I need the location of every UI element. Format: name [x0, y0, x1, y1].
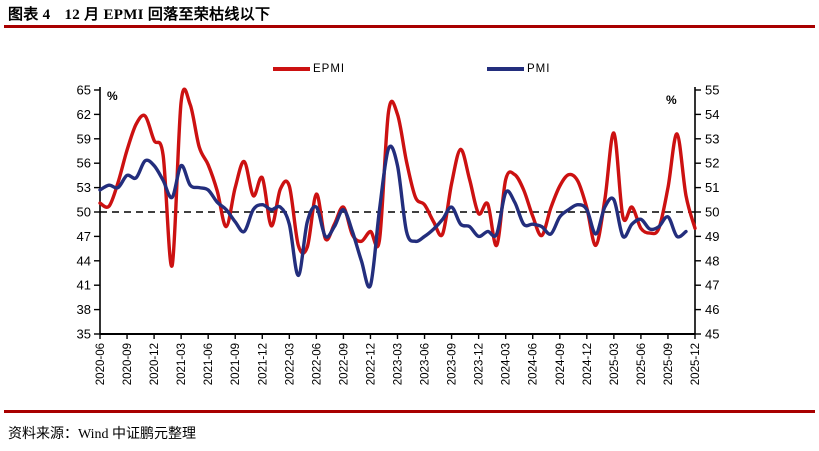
legend-item-epmi: EPMI [273, 63, 345, 75]
top-divider-rule [4, 25, 815, 28]
x-axis-tick-label: 2020-06 [95, 343, 107, 385]
x-axis-tick-label: 2022-06 [311, 343, 323, 385]
epmi-line-series [98, 87, 697, 268]
x-axis-tick-label: 2023-06 [420, 343, 432, 385]
legend-label-pmi: PMI [527, 63, 551, 75]
x-axis-tick-label: 2021-09 [230, 343, 242, 385]
x-axis-tick-label: 2021-06 [203, 343, 215, 385]
x-axis-tick-label: 2022-12 [365, 343, 377, 385]
x-axis-tick-label: 2022-03 [284, 343, 296, 385]
pmi-line-series [98, 144, 688, 289]
right-axis-tick-label: 53 [705, 131, 719, 146]
x-axis-tick-label: 2024-06 [528, 343, 540, 385]
legend-item-pmi: PMI [487, 63, 550, 75]
left-axis-tick-label: 59 [77, 131, 91, 146]
left-axis-tick-label: 65 [77, 83, 91, 98]
right-axis-tick-label: 47 [705, 278, 719, 293]
chart-title-text: 12 月 EPMI 回落至荣枯线以下 [64, 7, 271, 23]
right-axis-tick-label: 55 [705, 83, 719, 98]
epmi-line-swatch-icon [273, 67, 310, 71]
x-axis-tick-label: 2020-12 [149, 343, 161, 385]
right-axis-tick-label: 51 [705, 180, 719, 195]
x-axis-tick-label: 2025-09 [663, 343, 675, 385]
right-axis-tick-label: 48 [705, 253, 719, 268]
x-axis-tick-label: 2025-12 [690, 343, 702, 385]
x-axis-tick-label: 2020-09 [122, 343, 134, 385]
left-axis-tick-label: 47 [77, 229, 91, 244]
x-axis-tick-label: 2022-09 [338, 343, 350, 385]
x-axis-tick-label: 2025-03 [609, 343, 621, 385]
left-axis-tick-label: 44 [77, 253, 91, 268]
left-axis-tick-label: 41 [77, 278, 91, 293]
pmi-line-swatch-icon [487, 67, 524, 71]
right-axis-unit-label: % [666, 93, 677, 107]
chart-number-label: 图表 4 [8, 7, 51, 23]
left-axis-tick-label: 53 [77, 180, 91, 195]
left-axis-unit-label: % [107, 89, 118, 103]
left-axis-tick-label: 38 [77, 302, 91, 317]
left-axis-tick-label: 62 [77, 107, 91, 122]
left-axis-tick-label: 35 [77, 327, 91, 342]
right-axis-tick-label: 45 [705, 327, 719, 342]
x-axis-tick-label: 2024-09 [555, 343, 567, 385]
left-axis-tick-label: 56 [77, 156, 91, 171]
x-axis-tick-label: 2023-09 [447, 343, 459, 385]
x-axis-tick-label: 2023-12 [474, 343, 486, 385]
x-axis-tick-label: 2023-03 [393, 343, 405, 385]
left-axis-tick-label: 50 [77, 205, 91, 220]
x-axis-tick-label: 2021-12 [257, 343, 269, 385]
x-axis-tick-label: 2024-03 [501, 343, 513, 385]
bottom-divider-rule [4, 410, 815, 413]
legend-label-epmi: EPMI [313, 63, 346, 75]
right-axis-tick-label: 54 [705, 107, 719, 122]
source-note: 资料来源：Wind 中证鹏元整理 [8, 427, 197, 442]
x-axis-tick-label: 2021-03 [176, 343, 188, 385]
chart-title: 图表 4 12 月 EPMI 回落至荣枯线以下 [8, 3, 270, 24]
right-axis-tick-label: 49 [705, 229, 719, 244]
x-axis-tick-label: 2025-06 [636, 343, 648, 385]
x-axis-tick-label: 2024-12 [582, 343, 594, 385]
right-axis-tick-label: 52 [705, 156, 719, 171]
right-axis-tick-label: 46 [705, 302, 719, 317]
right-axis-tick-label: 50 [705, 205, 719, 220]
